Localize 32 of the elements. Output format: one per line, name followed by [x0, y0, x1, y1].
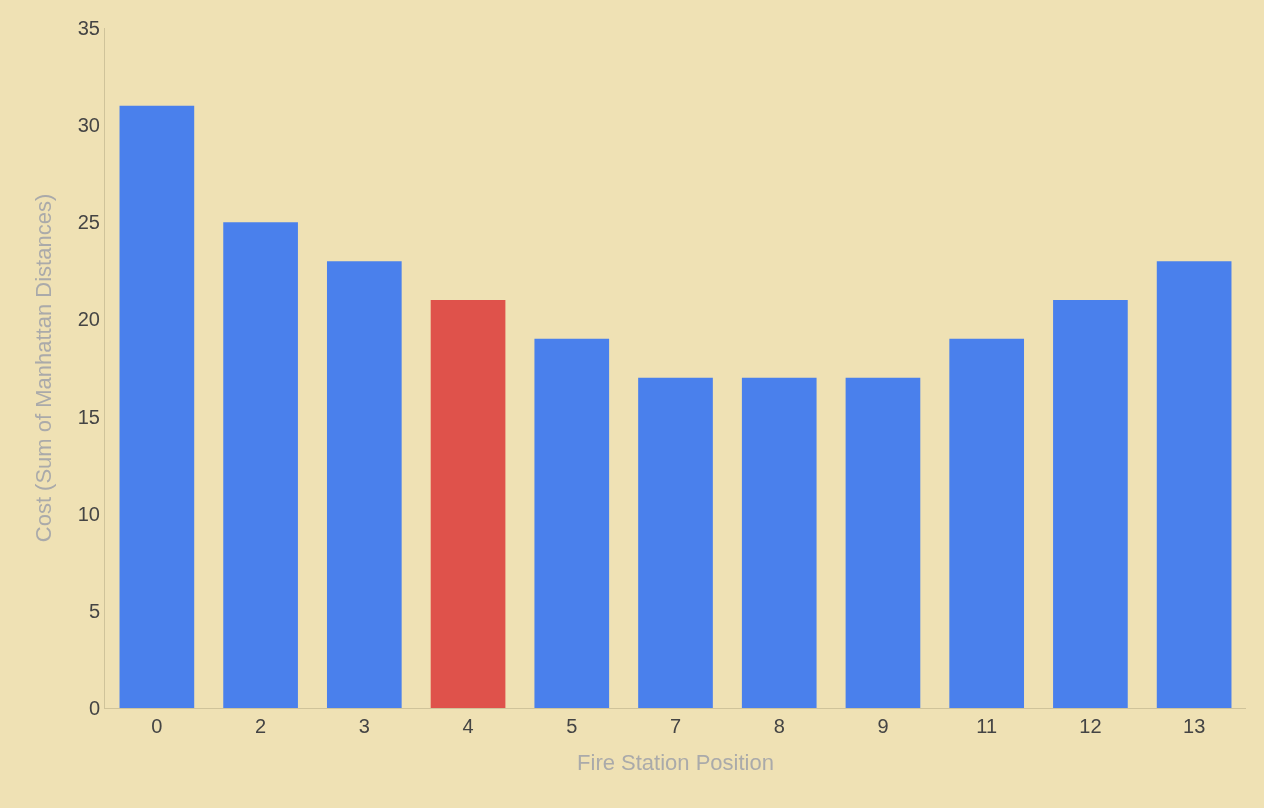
x-tick-label: 12: [1079, 715, 1102, 737]
y-tick-label: 35: [77, 17, 100, 39]
bar: [1053, 300, 1128, 708]
y-tick-label: 10: [77, 502, 100, 525]
x-tick-label: 8: [773, 715, 785, 737]
bar: [741, 377, 817, 708]
x-tick-label: 4: [462, 715, 474, 737]
bar: [430, 300, 506, 708]
bar: [949, 338, 1025, 708]
bar: [1156, 261, 1232, 708]
bar: [638, 377, 713, 708]
x-tick-label: 11: [976, 715, 998, 737]
y-tick-label: 25: [77, 211, 100, 234]
y-axis-title: Cost (Sum of Manhattan Distances): [30, 193, 56, 543]
x-tick-label: 13: [1183, 715, 1206, 737]
bar: [845, 377, 921, 708]
x-tick-label: 0: [151, 715, 163, 737]
bar: [119, 105, 195, 708]
bar: [223, 222, 298, 708]
x-tick-label: 5: [566, 715, 578, 737]
y-tick-label: 5: [88, 599, 100, 622]
y-tick-label: 0: [88, 697, 100, 719]
bar: [326, 261, 402, 708]
x-tick-label: 7: [669, 715, 682, 737]
x-tick-label: 3: [358, 715, 370, 737]
y-tick-label: 30: [77, 114, 100, 137]
x-axis-title: Fire Station Position: [577, 749, 774, 775]
y-tick-label: 15: [77, 405, 100, 428]
bar: [534, 338, 610, 708]
x-tick-label: 9: [877, 715, 889, 737]
y-tick-label: 20: [77, 308, 100, 331]
x-tick-label: 2: [255, 715, 267, 737]
